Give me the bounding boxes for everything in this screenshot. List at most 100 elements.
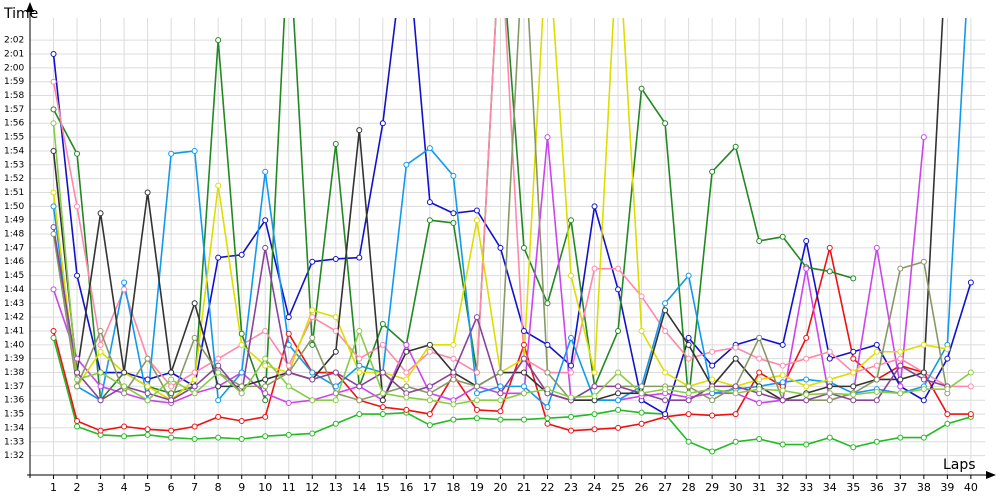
x-tick-label: 35: [846, 481, 860, 494]
lap-point: [756, 386, 763, 393]
lap-point: [191, 435, 198, 442]
lap-point: [779, 372, 786, 379]
lap-point: [50, 203, 57, 210]
lap-point: [615, 369, 622, 376]
lap-point: [426, 145, 433, 152]
lap-point: [473, 415, 480, 422]
lap-point: [662, 411, 669, 418]
lap-point: [309, 376, 316, 383]
lap-point: [615, 383, 622, 390]
lap-point: [638, 293, 645, 300]
x-tick-label: 25: [611, 481, 625, 494]
y-tick-label: 2:02: [4, 36, 24, 46]
lap-point: [191, 300, 198, 307]
lap-point: [638, 383, 645, 390]
x-tick-label: 12: [305, 481, 319, 494]
x-tick-label: 19: [470, 481, 484, 494]
lap-point: [450, 376, 457, 383]
lap-point: [379, 341, 386, 348]
lap-point: [709, 348, 716, 355]
lap-line: [52, 247, 971, 432]
lap-point: [685, 272, 692, 279]
lap-point: [191, 376, 198, 383]
y-tick-label: 1:50: [4, 202, 24, 212]
lap-point: [897, 376, 904, 383]
lap-point: [144, 376, 151, 383]
lap-point: [473, 314, 480, 321]
lap-point: [497, 416, 504, 423]
lap-point: [873, 438, 880, 445]
lap-point: [779, 441, 786, 448]
lap-point: [779, 397, 786, 404]
lap-point: [356, 397, 363, 404]
y-tick-label: 1:33: [4, 437, 24, 447]
x-axis-arrow: [986, 471, 996, 479]
lap-point: [356, 355, 363, 362]
lap-point: [403, 376, 410, 383]
lap-point: [615, 424, 622, 431]
lap-point: [920, 134, 927, 141]
y-tick-label: 1:35: [4, 410, 24, 420]
lap-point: [920, 397, 927, 404]
lap-point: [473, 406, 480, 413]
lap-point: [662, 300, 669, 307]
x-tick-label: 3: [97, 481, 104, 494]
lap-point: [944, 420, 951, 427]
lap-point: [262, 217, 269, 224]
x-tick-label: 24: [588, 481, 602, 494]
lap-point: [520, 383, 527, 390]
x-tick-label: 31: [752, 481, 766, 494]
lap-point: [756, 376, 763, 383]
lap-point: [920, 386, 927, 393]
y-tick-label: 1:59: [4, 77, 24, 87]
lap-point: [50, 78, 57, 85]
lap-point: [403, 161, 410, 168]
lap-point: [50, 106, 57, 113]
lap-point: [168, 397, 175, 404]
lap-point: [497, 397, 504, 404]
y-tick-label: 2:01: [4, 50, 24, 60]
lap-point: [332, 369, 339, 376]
lap-point: [967, 279, 974, 286]
x-tick-label: 22: [540, 481, 554, 494]
lap-point: [285, 399, 292, 406]
lap-point: [615, 286, 622, 293]
lap-point: [568, 369, 575, 376]
lap-point: [944, 345, 951, 352]
lap-point: [544, 420, 551, 427]
x-tick-label: 16: [399, 481, 413, 494]
lap-point: [50, 286, 57, 293]
lap-point: [403, 406, 410, 413]
y-tick-label: 1:49: [4, 216, 24, 226]
lap-point: [238, 369, 245, 376]
lap-point: [285, 330, 292, 337]
x-tick-label: 26: [635, 481, 649, 494]
lap-point: [779, 362, 786, 369]
x-tick-label: 17: [423, 481, 437, 494]
lap-point: [450, 355, 457, 362]
lap-point: [356, 127, 363, 134]
lap-point: [262, 327, 269, 334]
lap-point: [238, 251, 245, 258]
lap-point: [238, 435, 245, 442]
lap-point: [332, 348, 339, 355]
x-tick-label: 11: [282, 481, 296, 494]
lap-point: [803, 334, 810, 341]
lap-point: [826, 434, 833, 441]
lap-point: [262, 244, 269, 251]
lap-point: [309, 258, 316, 265]
lap-point: [850, 369, 857, 376]
lap-point: [262, 383, 269, 390]
lap-point: [238, 417, 245, 424]
lap-point: [473, 369, 480, 376]
lap-point: [662, 397, 669, 404]
lap-point: [50, 231, 57, 238]
lap-point: [685, 383, 692, 390]
lap-point: [168, 390, 175, 397]
lap-point: [732, 438, 739, 445]
x-tick-label: 34: [823, 481, 837, 494]
lap-point: [97, 369, 104, 376]
lap-point: [426, 348, 433, 355]
lap-point: [920, 369, 927, 376]
lap-point: [568, 413, 575, 420]
